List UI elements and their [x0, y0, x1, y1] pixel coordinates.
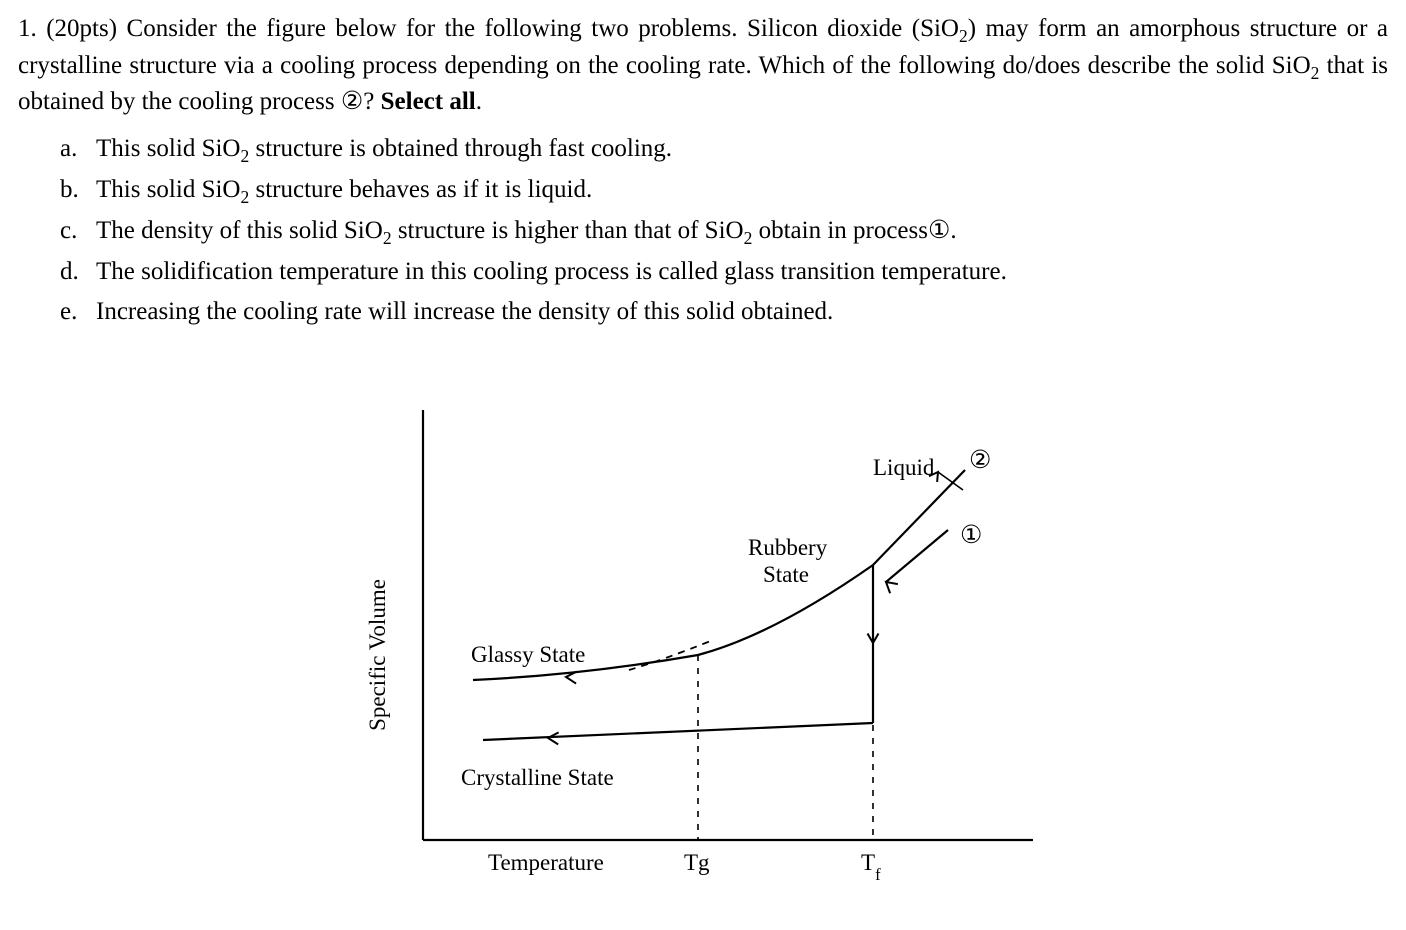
process-1-marker: ① — [960, 522, 982, 549]
y-axis-label: Specific Volume — [365, 579, 390, 731]
crystalline-line — [483, 723, 873, 740]
question-text-4: ? — [363, 88, 380, 115]
option-d: d. The solidification temperature in thi… — [60, 252, 1388, 292]
option-b-letter: b. — [60, 170, 82, 211]
question-points: (20pts) — [46, 15, 117, 42]
specific-volume-diagram: Specific Volume Liquid RubberyState Glassy … — [353, 360, 1053, 880]
crystalline-label: Crystalline State — [461, 765, 614, 790]
sub-2: 2 — [959, 26, 968, 46]
option-e-letter: e. — [60, 292, 82, 332]
rubbery-label-1: Rubbery — [748, 535, 828, 560]
figure-container: Specific Volume Liquid RubberyState Glassy … — [18, 360, 1388, 880]
arrowhead — [886, 582, 898, 593]
option-c-text: The density of this solid SiO2 structure… — [96, 211, 957, 252]
tg-tick-label: Tg — [684, 850, 710, 875]
option-d-text: The solidification temperature in this c… — [96, 252, 1007, 292]
x-axis-label: Temperature — [488, 850, 604, 875]
option-a-text: This solid SiO2 structure is obtained th… — [96, 129, 672, 170]
option-e: e. Increasing the cooling rate will incr… — [60, 292, 1388, 332]
process-1-arrow-line — [886, 530, 948, 582]
tf-tick-label: Tf — [861, 850, 881, 880]
option-e-text: Increasing the cooling rate will increas… — [96, 292, 833, 332]
option-b-text: This solid SiO2 structure behaves as if … — [96, 170, 592, 211]
glassy-label: Glassy State — [471, 642, 585, 667]
option-a-letter: a. — [60, 129, 82, 170]
arrowhead — [548, 732, 559, 744]
liquid-label: Liquid — [873, 455, 935, 480]
circled-2: ② — [341, 88, 363, 115]
question-text-1: Consider the figure below for the follow… — [127, 15, 959, 42]
process-2-marker: ② — [969, 447, 991, 474]
question-period: . — [476, 88, 482, 115]
question-prompt: 1. (20pts) Consider the figure below for… — [18, 12, 1388, 119]
option-b: b. This solid SiO2 structure behaves as … — [60, 170, 1388, 211]
option-c: c. The density of this solid SiO2 struct… — [60, 211, 1388, 252]
question-number: 1. — [18, 15, 37, 42]
liquid-line — [873, 470, 965, 565]
select-all: Select all — [381, 88, 476, 115]
options-list: a. This solid SiO2 structure is obtained… — [18, 129, 1388, 332]
option-a: a. This solid SiO2 structure is obtained… — [60, 129, 1388, 170]
option-d-letter: d. — [60, 252, 82, 292]
rubbery-label-2: State — [763, 562, 809, 587]
option-c-letter: c. — [60, 211, 82, 252]
